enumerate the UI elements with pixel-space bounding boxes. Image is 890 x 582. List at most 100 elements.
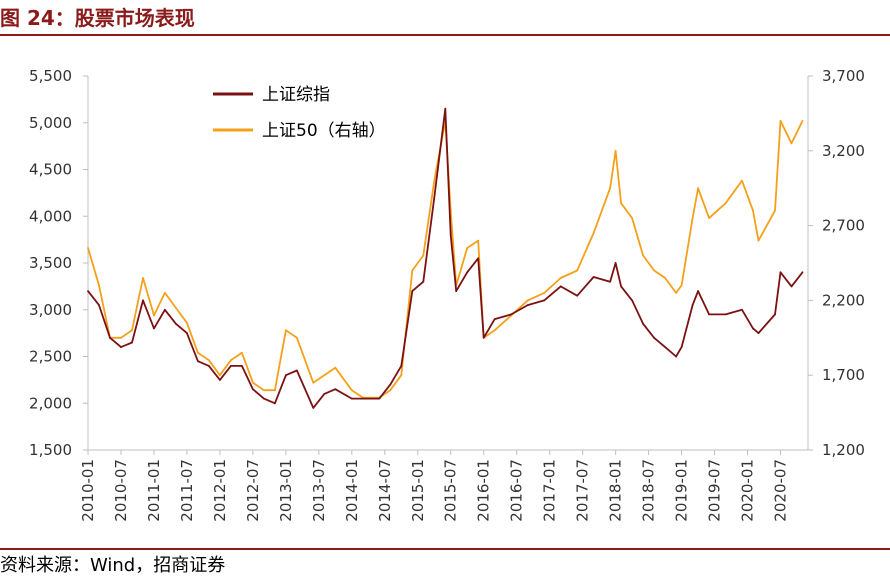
- sh-composite-point: [592, 276, 595, 278]
- x-tick-label: 2013-01: [277, 459, 295, 522]
- x-tick-label: 2014-07: [376, 459, 394, 522]
- sh-composite-point: [334, 388, 337, 391]
- x-tick-label: 2018-07: [640, 459, 658, 522]
- x-tick-label: 2017-07: [574, 459, 592, 522]
- y-left-tick-label: 5,500: [29, 67, 72, 85]
- sh-composite-point: [87, 290, 89, 292]
- y-left-tick-label: 2,000: [29, 394, 72, 412]
- x-tick-label: 2015-01: [409, 459, 427, 522]
- x-tick-label: 2012-07: [244, 459, 262, 522]
- sh-composite-point: [296, 369, 298, 372]
- sh-composite-point: [697, 290, 699, 292]
- sh-composite-point: [559, 285, 562, 288]
- sh50-point: [296, 336, 298, 339]
- x-tick-label: 2019-01: [673, 459, 691, 522]
- sh50-point: [477, 239, 480, 242]
- sh-composite-point: [449, 234, 452, 236]
- sh-composite-point: [642, 322, 644, 325]
- y-left-tick-label: 3,500: [29, 254, 72, 272]
- sh50-point: [350, 389, 353, 392]
- sh-composite-point: [653, 336, 655, 339]
- sh-composite-point: [175, 322, 177, 325]
- x-tick-label: 2011-07: [178, 459, 196, 522]
- source-note: 资料来源：Wind，招商证券: [0, 555, 226, 576]
- sh50-point: [779, 120, 782, 122]
- sh-composite-point: [241, 365, 243, 367]
- sh50-point: [790, 142, 793, 145]
- sh-composite-point: [576, 294, 579, 297]
- sh50-point: [559, 277, 562, 279]
- sh50-point: [642, 254, 644, 257]
- sh-composite-point: [664, 346, 666, 348]
- y-right-tick-label: 1,700: [822, 366, 865, 384]
- sh50-point: [142, 277, 144, 279]
- x-tick-label: 2019-07: [706, 459, 724, 522]
- sh-composite-point: [609, 280, 611, 283]
- figure-title: 图 24：股票市场表现: [0, 6, 195, 30]
- sh-composite-point: [98, 304, 100, 306]
- sh50-series: [87, 120, 804, 399]
- sh50-point: [697, 187, 699, 190]
- sh-composite-point: [790, 285, 793, 288]
- x-tick-label: 2017-01: [541, 459, 559, 522]
- x-tick-label: 2010-07: [112, 459, 130, 522]
- sh50-point: [241, 351, 243, 354]
- sh50-point: [680, 284, 683, 287]
- x-tick-label: 2020-07: [772, 459, 790, 522]
- sh-composite-point: [482, 336, 485, 339]
- sh50-point: [757, 239, 760, 242]
- sh-composite-point: [526, 304, 529, 306]
- sh50-point: [576, 269, 579, 272]
- sh-composite-point: [153, 327, 155, 330]
- sh50-point: [131, 329, 133, 332]
- sh50-point: [175, 307, 177, 309]
- y-right-tick-label: 2,200: [822, 291, 865, 309]
- sh50-point: [219, 374, 221, 377]
- legend-label-sh-composite: 上证综指: [262, 85, 330, 105]
- sh-composite-point: [741, 308, 743, 311]
- sh50-point: [543, 292, 546, 294]
- sh50-point: [801, 120, 804, 122]
- sh-composite-point: [142, 299, 144, 302]
- sh-composite-point: [208, 365, 210, 367]
- sh-composite-point: [252, 388, 254, 391]
- sh50-point: [285, 329, 287, 332]
- sh-composite-point: [197, 360, 199, 363]
- sh-composite-line: [87, 107, 804, 409]
- sh-composite-point: [774, 313, 776, 316]
- x-tick-label: 2011-01: [145, 459, 163, 522]
- sh50-point: [675, 292, 677, 294]
- sh-composite-point: [219, 379, 221, 381]
- sh-composite-point: [312, 407, 315, 409]
- sh-composite-point: [708, 313, 710, 316]
- sh50-point: [208, 359, 210, 362]
- sh50-point: [323, 374, 326, 377]
- sh-composite-point: [675, 355, 677, 358]
- sh-composite-point: [614, 262, 617, 264]
- sh50-point: [631, 217, 633, 220]
- y-left-tick-label: 2,500: [29, 348, 72, 366]
- sh50-point: [389, 389, 392, 392]
- sh-composite-point: [378, 397, 381, 400]
- sh50-point: [252, 381, 254, 384]
- sh-composite-point: [400, 365, 403, 367]
- sh-composite-point: [455, 290, 458, 292]
- chart-axes: 1,500 2,000 2,500 3,000 3,500 4,000 4,500 5,000…: [29, 67, 865, 522]
- sh50-point: [312, 381, 315, 384]
- sh-composite-point: [422, 280, 425, 283]
- chart-series: [87, 107, 804, 409]
- legend-label-sh50: 上证50（右轴）: [262, 121, 386, 141]
- sh-composite-point: [493, 318, 496, 320]
- y-left-tick-label: 4,000: [29, 207, 72, 225]
- y-right-tick-label: 3,200: [822, 142, 865, 160]
- sh-composite-point: [620, 285, 622, 288]
- sh50-point: [614, 149, 617, 152]
- sh-composite-point: [444, 107, 447, 110]
- sh50-point: [230, 359, 232, 362]
- sh-composite-point: [323, 393, 326, 395]
- sh-composite-point: [361, 397, 364, 400]
- sh-composite-point: [477, 257, 480, 260]
- sh-composite-point: [631, 299, 633, 302]
- sh50-point: [466, 247, 469, 249]
- sh50-point: [653, 269, 655, 272]
